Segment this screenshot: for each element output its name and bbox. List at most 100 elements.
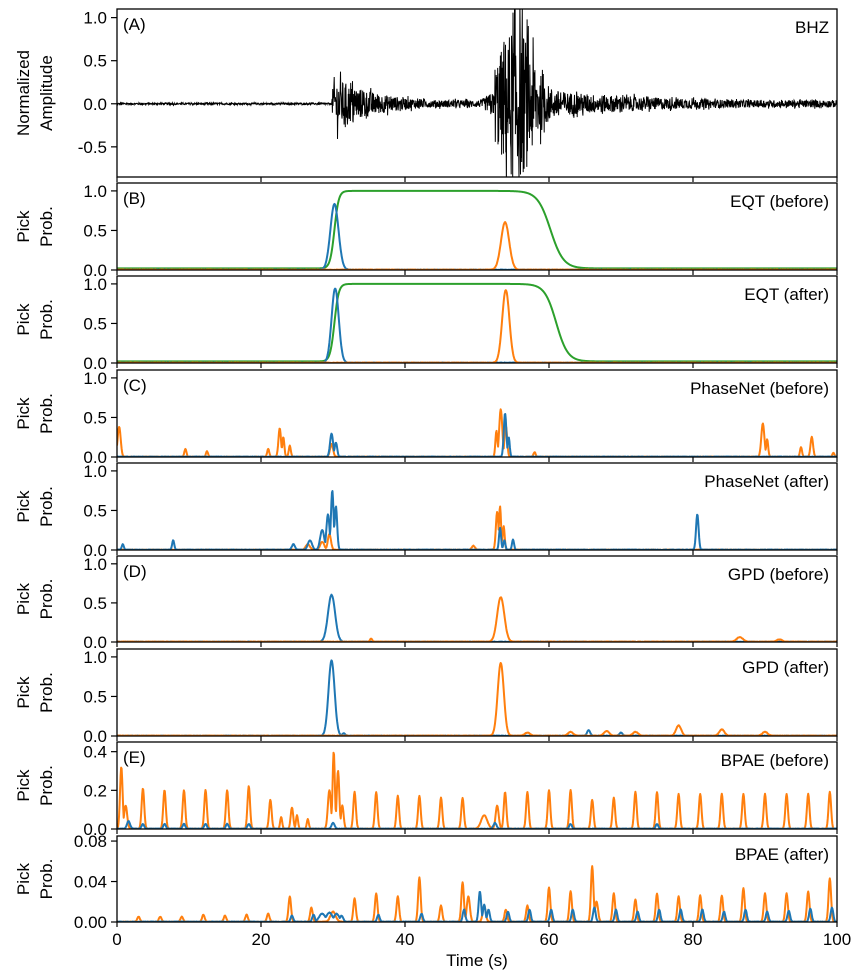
- panel-frame: [116, 275, 838, 364]
- ylabel-line: Prob.: [37, 486, 56, 527]
- series-s-line: [117, 289, 837, 363]
- panel-frame: [116, 8, 838, 178]
- panel-title: BPAE (before): [721, 751, 829, 770]
- ytick-label: 1.0: [83, 555, 107, 574]
- series-p-line: [117, 202, 837, 270]
- ylabel-line: Prob.: [37, 299, 56, 340]
- panel-title: BHZ: [795, 18, 829, 37]
- ytick-label: 0.5: [83, 594, 107, 613]
- ytick-label: 0.5: [83, 314, 107, 333]
- panel-bpae-before: 0.4 0.2 0.0 Pick Prob. (E) BPAE (before): [14, 741, 838, 839]
- ylabel-line: Prob.: [37, 579, 56, 620]
- ytick-label: 0.4: [83, 743, 107, 762]
- panel-frame: [116, 369, 838, 458]
- panel-title: EQT (before): [730, 192, 829, 211]
- ytick-label: 0.5: [83, 408, 107, 427]
- ytick-label: 0.0: [83, 261, 107, 280]
- ylabel-line: Pick: [14, 769, 33, 802]
- ylabel-line: Pick: [14, 490, 33, 523]
- ytick-label: 0.04: [74, 873, 107, 892]
- ylabel-line: Pick: [14, 397, 33, 430]
- panel-letter: (E): [123, 748, 146, 767]
- ylabel-line: Pick: [14, 676, 33, 709]
- ylabel-line: Pick: [14, 582, 33, 615]
- ytick-label: -0.5: [78, 138, 107, 157]
- series-group: [117, 189, 837, 270]
- ytick-label: 0.00: [74, 913, 107, 932]
- ylabel-line: Pick: [14, 862, 33, 895]
- panel-gpd-after: 1.0 0.5 0.0 Pick Prob. GPD (after): [14, 648, 838, 746]
- xtick-label: 100: [823, 930, 851, 949]
- panel-bpae-after: 0.08 0.04 0.00 Pick Prob. BPAE (after) 0 20 40 60…: [14, 832, 851, 949]
- series-p-line: [117, 593, 837, 642]
- panel-frame: [116, 555, 838, 643]
- series-s-line: [117, 408, 837, 457]
- series-s-line: [117, 596, 837, 642]
- panel-gpd-before: 1.0 0.5 0.0 Pick Prob. (D) GPD (before): [14, 555, 838, 652]
- xtick-label: 40: [396, 930, 415, 949]
- ylabel-line: Pick: [14, 210, 33, 243]
- series-s-line: [117, 661, 837, 736]
- series-detection-line: [117, 189, 837, 270]
- panel-frame: [116, 462, 838, 551]
- ytick-label: 0.5: [83, 687, 107, 706]
- panel-letter: (D): [123, 562, 147, 581]
- series-p-line: [117, 490, 837, 550]
- panel-phasenet-before: 1.0 0.5 0.0 Pick Prob. (C) PhaseNet (before): [14, 369, 838, 467]
- series-p-line: [117, 413, 837, 457]
- series-s-line: [117, 221, 837, 270]
- panel-eqt-before: 1.0 0.5 0.0 Pick Prob. (B) EQT (before): [14, 182, 838, 280]
- panel-frame: [116, 182, 838, 271]
- series-group: [117, 9, 837, 177]
- ytick-label: 0.2: [83, 781, 107, 800]
- ylabel-line: Prob.: [37, 765, 56, 806]
- panel-title: GPD (after): [742, 658, 829, 677]
- panel-letter: (A): [123, 15, 146, 34]
- panel-eqt-after: 1.0 0.5 0.0 Pick Prob. EQT (after): [14, 275, 838, 373]
- ytick-label: 0.0: [83, 354, 107, 373]
- ylabel-line: Pick: [14, 303, 33, 336]
- ytick-label: 1.0: [83, 369, 107, 388]
- panel-frame: [116, 648, 838, 737]
- series-group: [117, 490, 837, 550]
- panel-title: BPAE (after): [735, 845, 829, 864]
- series-group: [117, 593, 837, 642]
- ytick-label: 0.5: [83, 501, 107, 520]
- panel-title: PhaseNet (after): [704, 472, 829, 491]
- ytick-label: 0.0: [83, 541, 107, 560]
- ytick-label: 0.0: [83, 448, 107, 467]
- ytick-label: 0.0: [83, 727, 107, 746]
- ylabel-line: Prob.: [37, 859, 56, 900]
- ylabel-line: Prob.: [37, 393, 56, 434]
- series-group: [117, 659, 837, 736]
- panel-letter: (B): [123, 189, 146, 208]
- series-detection-line: [117, 282, 837, 363]
- panel-frame: [116, 741, 838, 830]
- ytick-label: 1.0: [83, 275, 107, 294]
- series-group: [117, 282, 837, 363]
- ytick-label: 1.0: [83, 182, 107, 201]
- ylabel-line: Prob.: [37, 672, 56, 713]
- series-group: [117, 408, 837, 457]
- ytick-label: 0.0: [83, 95, 107, 114]
- ytick-label: 0.08: [74, 832, 107, 851]
- ylabel-line: Amplitude: [37, 55, 56, 131]
- xtick-label: 80: [684, 930, 703, 949]
- ylabel-line: Normalized: [14, 50, 33, 136]
- panel-title: EQT (after): [744, 285, 829, 304]
- x-axis-label: Time (s): [446, 951, 508, 970]
- series-p-line: [117, 659, 837, 736]
- series-group: [117, 865, 837, 922]
- ytick-label: 1.0: [83, 462, 107, 481]
- xtick-label: 0: [112, 930, 121, 949]
- panel-frame: [116, 835, 838, 923]
- panel-phasenet-after: 1.0 0.5 0.0 Pick Prob. PhaseNet (after): [14, 462, 838, 560]
- panel-letter: (C): [123, 376, 147, 395]
- panel-bhz: 1.0 0.5 0.0 -0.5 Normalized Amplitude (A) BHZ: [14, 8, 838, 182]
- panel-title: PhaseNet (before): [690, 379, 829, 398]
- ytick-label: 0.5: [83, 221, 107, 240]
- waveform-line: [117, 9, 837, 177]
- xtick-label: 20: [252, 930, 271, 949]
- ytick-label: 0.0: [83, 820, 107, 839]
